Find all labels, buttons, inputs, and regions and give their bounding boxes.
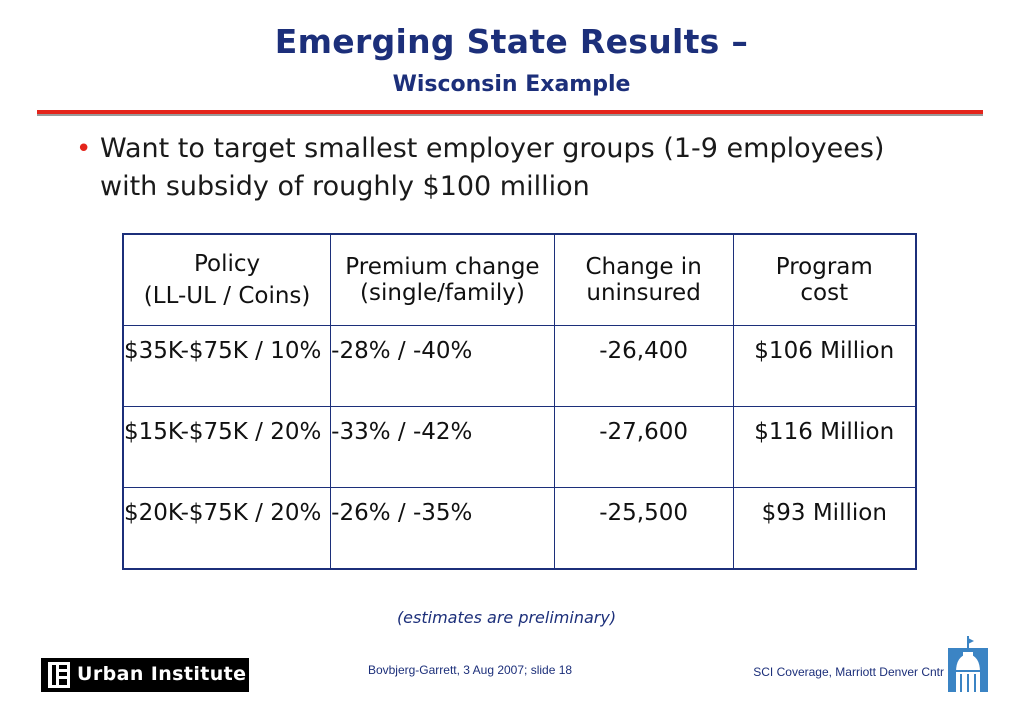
cell-premium: -28% / -40% [330,325,555,407]
header-policy-line2: (LL-UL / Coins) [143,283,311,309]
cell-premium: -33% / -42% [330,406,555,488]
bullet-text: Want to target smallest employer groups … [100,133,885,202]
table-row: $20K-$75K / 20% -26% / -35% -25,500 $93 … [122,487,917,570]
cell-cost: $116 Million [732,406,917,488]
cell-cost: $106 Million [732,325,917,407]
cell-uninsured: -26,400 [553,325,734,407]
logo-text: Urban Institute [77,663,247,685]
title-divider [37,110,983,114]
table-row: $35K-$75K / 10% -28% / -40% -26,400 $106… [122,325,917,407]
footer-citation: Bovbjerg-Garrett, 3 Aug 2007; slide 18 [367,663,573,677]
cell-premium: -26% / -35% [330,487,555,570]
header-policy-line1: Policy [194,251,261,277]
urban-institute-logo: Urban Institute [41,658,249,692]
cell-cost: $93 Million [732,487,917,570]
slide-subtitle: Wisconsin Example [392,72,631,97]
cell-policy: $35K-$75K / 10% [122,325,332,407]
results-table: Policy (LL-UL / Coins) Premium change (s… [122,233,917,570]
urban-institute-logo-mark-icon [48,662,70,688]
cell-policy: $20K-$75K / 20% [122,487,332,570]
header-policy: Policy (LL-UL / Coins) [122,233,332,326]
capitol-dome-icon [948,636,988,692]
header-uninsured: Change in uninsured [553,233,734,326]
table-header-row: Policy (LL-UL / Coins) Premium change (s… [122,233,917,326]
cell-uninsured: -27,600 [553,406,734,488]
slide-title: Emerging State Results – [274,22,749,61]
cell-uninsured: -25,500 [553,487,734,570]
title-divider-shadow [37,114,983,116]
cell-policy: $15K-$75K / 20% [122,406,332,488]
table-row: $15K-$75K / 20% -33% / -42% -27,600 $116… [122,406,917,488]
header-premium: Premium change (single/family) [330,233,555,326]
footer-venue: SCI Coverage, Marriott Denver Cntr [753,665,944,679]
header-cost: Program cost [732,233,917,326]
bullet-icon: • [76,134,92,164]
preliminary-note: (estimates are preliminary) [396,608,617,627]
